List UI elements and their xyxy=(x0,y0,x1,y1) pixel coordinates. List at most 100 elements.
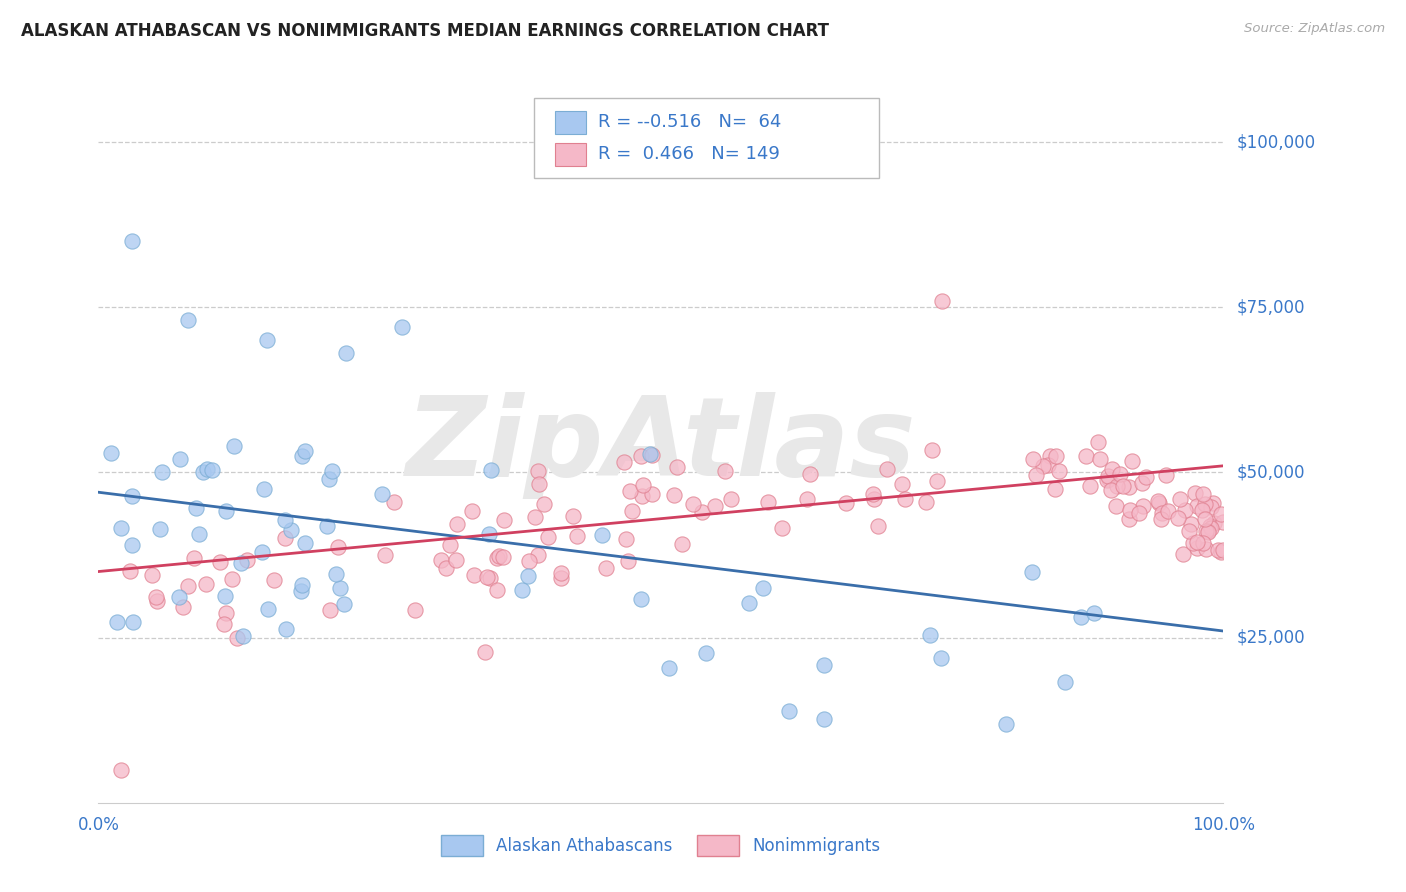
Text: Source: ZipAtlas.com: Source: ZipAtlas.com xyxy=(1244,22,1385,36)
Point xyxy=(863,492,886,507)
Text: $25,000: $25,000 xyxy=(1237,629,1306,647)
Point xyxy=(1191,503,1213,517)
Text: ALASKAN ATHABASCAN VS NONIMMIGRANTS MEDIAN EARNINGS CORRELATION CHART: ALASKAN ATHABASCAN VS NONIMMIGRANTS MEDI… xyxy=(21,22,830,40)
Point xyxy=(682,497,704,511)
Point xyxy=(232,629,254,643)
Point xyxy=(374,549,396,563)
Point xyxy=(927,474,949,488)
Point xyxy=(1199,521,1222,535)
Point xyxy=(492,550,515,565)
Point xyxy=(1111,479,1133,493)
Point xyxy=(325,567,347,582)
Point xyxy=(1149,511,1171,525)
Point xyxy=(1157,504,1180,518)
Point xyxy=(209,555,232,569)
Point xyxy=(146,594,169,608)
Point xyxy=(478,571,501,585)
Text: $50,000: $50,000 xyxy=(1237,464,1306,482)
Point xyxy=(619,483,641,498)
Point xyxy=(256,333,278,347)
Point xyxy=(481,463,503,477)
Point xyxy=(1054,674,1077,689)
Point xyxy=(121,538,143,552)
Point xyxy=(630,591,652,606)
Point xyxy=(214,589,236,603)
Point xyxy=(630,449,652,463)
Point xyxy=(329,581,352,595)
Point xyxy=(319,603,342,617)
Point xyxy=(524,510,547,524)
Point xyxy=(321,464,343,478)
Point xyxy=(631,489,654,503)
Point xyxy=(692,505,714,519)
Point xyxy=(318,472,340,486)
Point xyxy=(894,491,917,506)
Point xyxy=(813,658,835,673)
Point xyxy=(641,448,664,462)
Point xyxy=(613,455,636,469)
Point xyxy=(1194,511,1216,525)
Point xyxy=(752,581,775,595)
Point xyxy=(704,500,727,514)
Point xyxy=(200,463,222,477)
Point xyxy=(478,527,501,541)
Point xyxy=(430,553,453,567)
Point xyxy=(1074,449,1097,463)
Point xyxy=(1107,479,1129,493)
Point xyxy=(280,523,302,537)
Point xyxy=(1132,499,1154,513)
Point xyxy=(1211,507,1233,521)
Point xyxy=(236,552,259,566)
Point xyxy=(291,449,314,463)
Point xyxy=(796,492,818,507)
Point xyxy=(1199,500,1222,514)
Point xyxy=(1195,541,1218,556)
Point xyxy=(100,446,122,460)
Point xyxy=(517,553,540,567)
Point xyxy=(1099,483,1122,498)
Point xyxy=(666,460,689,475)
Point xyxy=(488,549,510,564)
Point xyxy=(1180,517,1202,532)
Point xyxy=(1097,469,1119,483)
Point xyxy=(770,521,793,535)
Point xyxy=(1088,451,1111,466)
Point xyxy=(720,491,742,506)
Point xyxy=(121,489,143,503)
Point xyxy=(172,599,194,614)
Point xyxy=(671,537,693,551)
Point xyxy=(1152,506,1174,520)
Point xyxy=(527,477,550,491)
Point xyxy=(1087,435,1109,450)
Point xyxy=(391,320,413,334)
Point xyxy=(1130,476,1153,491)
Point xyxy=(1197,524,1219,538)
Point xyxy=(1135,470,1157,484)
Point xyxy=(477,570,499,584)
Point xyxy=(222,439,245,453)
Point xyxy=(1147,496,1170,510)
Point xyxy=(215,607,238,621)
Point xyxy=(121,615,143,629)
Point xyxy=(1206,543,1229,558)
Point xyxy=(177,578,200,592)
Point xyxy=(434,561,457,575)
Point xyxy=(1192,535,1215,549)
Point xyxy=(1154,467,1177,482)
Point xyxy=(921,443,943,458)
Point xyxy=(274,623,297,637)
Point xyxy=(444,553,467,567)
Point xyxy=(1187,535,1209,549)
Point xyxy=(620,503,643,517)
Point xyxy=(631,478,654,492)
Point xyxy=(461,504,484,518)
Point xyxy=(617,554,640,568)
Point xyxy=(714,465,737,479)
Point xyxy=(658,661,681,675)
Point xyxy=(1078,478,1101,492)
Point xyxy=(695,646,717,660)
Point xyxy=(1070,610,1092,624)
Point xyxy=(183,550,205,565)
Point xyxy=(195,462,218,476)
Point xyxy=(1202,496,1225,510)
